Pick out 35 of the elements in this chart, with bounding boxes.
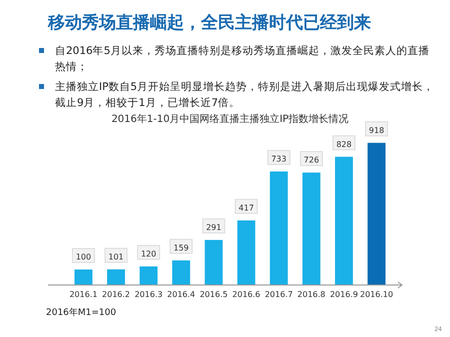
bar — [140, 266, 158, 285]
data-label: 100 — [76, 252, 92, 262]
data-label: 918 — [368, 126, 384, 135]
bar — [270, 171, 288, 285]
x-tick-label: 2016.9 — [330, 290, 358, 299]
x-tick-label: 2016.7 — [264, 290, 293, 299]
bar — [302, 172, 320, 285]
x-tick-label: 2016.10 — [360, 290, 394, 299]
data-label: 733 — [271, 154, 286, 164]
data-label: 726 — [304, 156, 320, 165]
text: 2016年M1=100 — [46, 307, 116, 318]
chart-subtitle: 2016年1-10月中国网络直播主播独立IP指数增长情况 — [111, 113, 349, 125]
text: 主播独立IP数自5月开始呈明显增长趋势，特别是进入暑期后出现爆发式增长，截止9月，相较于1月，已增长近7倍。 — [55, 80, 434, 109]
bar — [368, 142, 386, 285]
bar — [204, 240, 223, 285]
x-tick-label: 2016.5 — [200, 290, 228, 299]
x-tick-label: 2016.8 — [297, 290, 326, 299]
data-label: 120 — [140, 249, 156, 258]
data-label: 101 — [108, 252, 124, 262]
bar — [237, 220, 256, 285]
data-label: 828 — [336, 140, 352, 149]
bar — [335, 156, 353, 285]
x-tick-label: 2016.6 — [232, 290, 260, 299]
bar — [107, 269, 125, 285]
text: 自2016年5月以来，秀场直播特别是移动秀场直播崛起，激发全民素人的直播热情； — [55, 44, 430, 73]
x-tick-label: 2016.1 — [69, 290, 98, 299]
bar — [172, 260, 190, 285]
data-label: 417 — [238, 203, 254, 212]
x-tick-label: 2016.4 — [167, 290, 196, 299]
chart-title: 移动秀场直播崛起，全民主播时代已经到来 — [47, 13, 371, 33]
bar — [74, 270, 92, 285]
x-tick-label: 2016.2 — [102, 290, 130, 299]
x-tick-label: 2016.3 — [134, 290, 163, 299]
data-label: 291 — [206, 222, 222, 232]
data-label: 159 — [174, 243, 189, 252]
